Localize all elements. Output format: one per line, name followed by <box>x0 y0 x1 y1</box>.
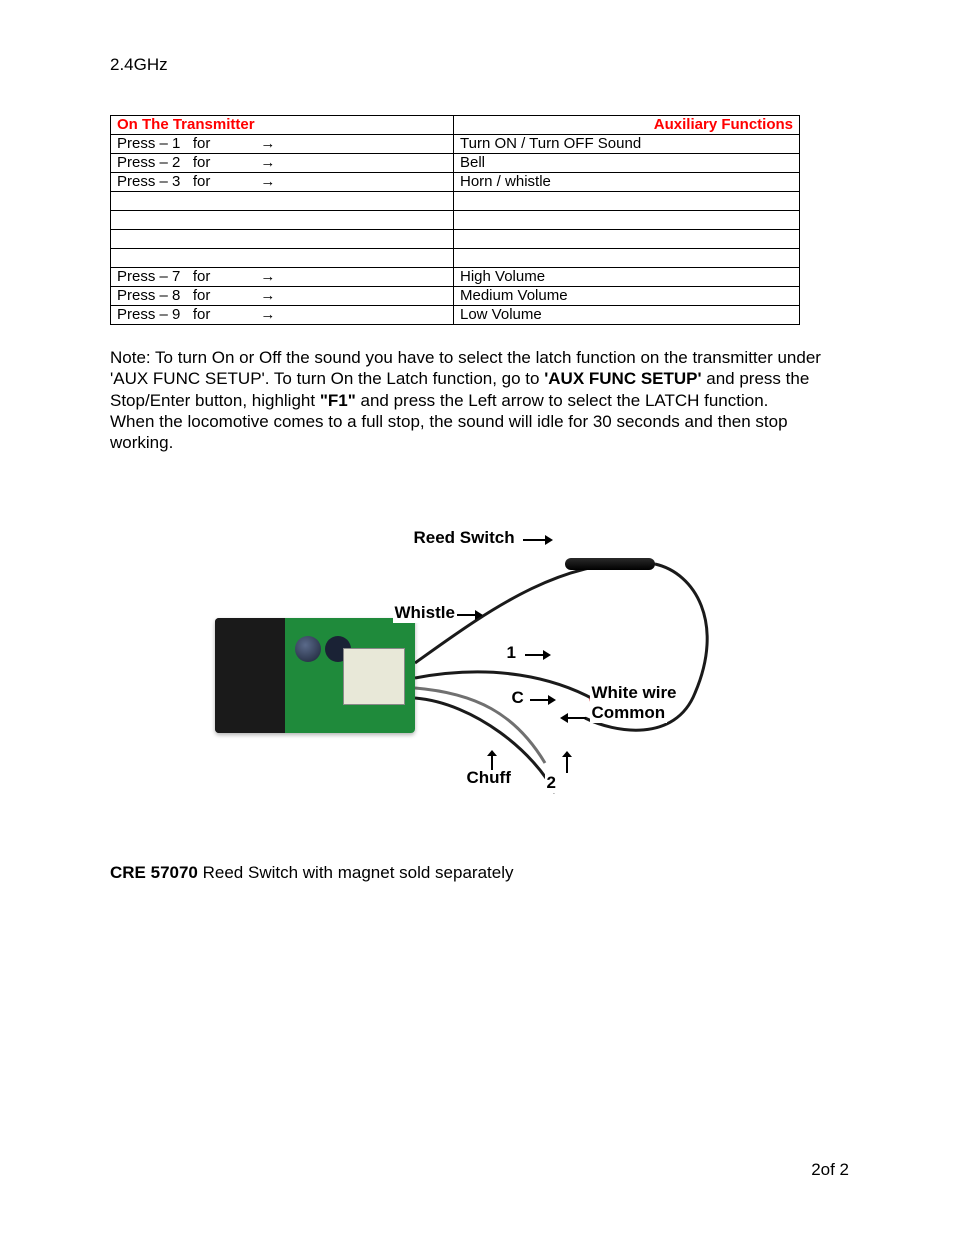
note-text: When the locomotive comes to a full stop… <box>110 412 788 452</box>
page-number: 2of 2 <box>811 1160 849 1180</box>
table-header-row: On The Transmitter Auxiliary Functions <box>111 116 800 135</box>
press-cell <box>111 211 454 230</box>
label-one: 1 <box>505 643 518 663</box>
table-row <box>111 192 800 211</box>
press-cell: Press – 8 for → <box>111 287 454 306</box>
caption: CRE 57070 Reed Switch with magnet sold s… <box>110 863 849 883</box>
note-text: and press the Left arrow to select the L… <box>356 391 769 410</box>
pcb-board-icon <box>215 618 415 733</box>
func-cell: Turn ON / Turn OFF Sound <box>454 135 800 154</box>
func-cell: Low Volume <box>454 306 800 325</box>
table-head-right: Auxiliary Functions <box>454 116 800 135</box>
press-cell <box>111 192 454 211</box>
table-row: Press – 9 for → Low Volume <box>111 306 800 325</box>
arrow-icon <box>560 751 574 773</box>
arrow-icon <box>525 648 551 662</box>
arrow-icon: → <box>260 268 275 285</box>
table-row <box>111 230 800 249</box>
arrow-icon <box>530 693 556 707</box>
functions-table: On The Transmitter Auxiliary Functions P… <box>110 115 800 325</box>
press-cell <box>111 230 454 249</box>
table-row: Press – 1 for → Turn ON / Turn OFF Sound <box>111 135 800 154</box>
label-reed-switch: Reed Switch <box>412 528 517 548</box>
caption-bold: CRE 57070 <box>110 863 198 882</box>
func-cell <box>454 230 800 249</box>
func-cell <box>454 192 800 211</box>
arrow-icon <box>457 608 483 622</box>
func-cell: Horn / whistle <box>454 173 800 192</box>
func-cell <box>454 249 800 268</box>
table-row: Press – 8 for → Medium Volume <box>111 287 800 306</box>
arrow-icon <box>485 750 499 770</box>
label-common: Common <box>590 703 668 723</box>
note-bold: "F1" <box>320 391 356 410</box>
arrow-icon <box>560 711 586 725</box>
wiring-diagram: Reed Switch Whistle 1 C White wire Commo… <box>135 503 825 823</box>
table-row <box>111 249 800 268</box>
caption-text: Reed Switch with magnet sold separately <box>198 863 514 882</box>
table-row: Press – 2 for → Bell <box>111 154 800 173</box>
label-white-wire: White wire <box>590 683 679 703</box>
table-row: Press – 7 for → High Volume <box>111 268 800 287</box>
table-head-left: On The Transmitter <box>111 116 454 135</box>
arrow-icon: → <box>260 173 275 190</box>
press-cell: Press – 7 for → <box>111 268 454 287</box>
arrow-icon: → <box>260 287 275 304</box>
page: 2.4GHz On The Transmitter Auxiliary Func… <box>0 0 954 1235</box>
label-c: C <box>510 688 526 708</box>
arrow-icon: → <box>260 135 275 152</box>
table-row <box>111 211 800 230</box>
arrow-icon: → <box>260 154 275 171</box>
header-freq: 2.4GHz <box>110 55 849 75</box>
reed-switch-icon <box>565 558 655 570</box>
func-cell: Bell <box>454 154 800 173</box>
arrow-icon <box>523 533 553 547</box>
func-cell: High Volume <box>454 268 800 287</box>
label-two: 2 <box>545 773 558 793</box>
press-cell: Press – 9 for → <box>111 306 454 325</box>
press-cell <box>111 249 454 268</box>
func-cell <box>454 211 800 230</box>
press-cell: Press – 2 for → <box>111 154 454 173</box>
arrow-icon: → <box>260 306 275 323</box>
note-bold: 'AUX FUNC SETUP' <box>544 369 701 388</box>
press-cell: Press – 3 for → <box>111 173 454 192</box>
note-block: Note: To turn On or Off the sound you ha… <box>110 347 849 453</box>
press-cell: Press – 1 for → <box>111 135 454 154</box>
label-whistle: Whistle <box>393 603 457 623</box>
table-row: Press – 3 for → Horn / whistle <box>111 173 800 192</box>
func-cell: Medium Volume <box>454 287 800 306</box>
label-chuff: Chuff <box>465 768 513 788</box>
